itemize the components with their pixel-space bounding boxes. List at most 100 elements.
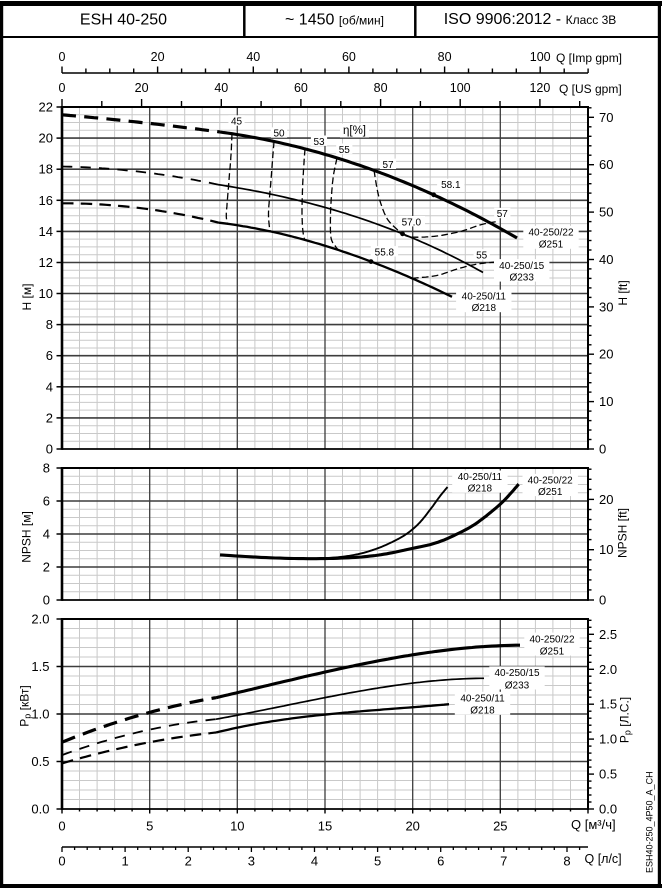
svg-text:60: 60 <box>342 50 356 64</box>
svg-text:22: 22 <box>39 100 53 115</box>
svg-text:40: 40 <box>599 252 613 267</box>
svg-text:10: 10 <box>599 394 613 409</box>
svg-text:16: 16 <box>39 193 53 208</box>
svg-text:Ø251: Ø251 <box>539 240 564 251</box>
svg-text:Pp [кВт]: Pp [кВт] <box>18 685 33 726</box>
svg-text:1.0: 1.0 <box>599 732 617 747</box>
svg-text:20: 20 <box>599 347 613 362</box>
svg-text:0: 0 <box>59 50 66 64</box>
svg-text:~ 1450 [об/мин]: ~ 1450 [об/мин] <box>285 12 384 29</box>
svg-text:57: 57 <box>497 209 509 220</box>
svg-text:20: 20 <box>151 50 165 64</box>
svg-text:8: 8 <box>43 461 50 476</box>
svg-text:0.0: 0.0 <box>599 802 617 817</box>
svg-text:6: 6 <box>437 854 444 869</box>
svg-text:2: 2 <box>185 854 192 869</box>
svg-text:12: 12 <box>39 255 53 270</box>
svg-text:6: 6 <box>46 348 53 363</box>
svg-text:4: 4 <box>311 854 318 869</box>
svg-text:15: 15 <box>318 819 332 834</box>
svg-text:40-250/11: 40-250/11 <box>458 472 503 483</box>
svg-text:4: 4 <box>43 527 50 542</box>
svg-text:ESH40-250_4P50_A_CH: ESH40-250_4P50_A_CH <box>645 771 655 873</box>
svg-text:1.5: 1.5 <box>31 659 49 674</box>
svg-text:20: 20 <box>405 819 419 834</box>
svg-text:40-250/22: 40-250/22 <box>529 634 574 645</box>
svg-text:0: 0 <box>46 442 53 457</box>
svg-text:Q [м³/ч]: Q [м³/ч] <box>571 817 616 832</box>
svg-text:7: 7 <box>500 854 507 869</box>
svg-text:55: 55 <box>476 251 488 262</box>
svg-text:0.5: 0.5 <box>31 754 49 769</box>
svg-text:2: 2 <box>43 560 50 575</box>
svg-text:NPSH [ft]: NPSH [ft] <box>615 508 629 558</box>
svg-text:40-250/11: 40-250/11 <box>462 291 507 302</box>
svg-text:0: 0 <box>58 854 65 869</box>
svg-text:80: 80 <box>438 50 452 64</box>
svg-text:40: 40 <box>214 81 228 95</box>
svg-text:10: 10 <box>599 542 613 557</box>
svg-text:50: 50 <box>273 129 285 140</box>
svg-text:1.0: 1.0 <box>31 707 49 722</box>
svg-text:8: 8 <box>46 317 53 332</box>
svg-text:60: 60 <box>599 157 613 172</box>
svg-text:45: 45 <box>231 117 243 128</box>
svg-text:4: 4 <box>46 379 53 394</box>
svg-text:H [ft]: H [ft] <box>616 280 630 305</box>
svg-text:0: 0 <box>58 819 65 834</box>
svg-text:Pp [Л.С.]: Pp [Л.С.] <box>618 697 633 743</box>
svg-text:1: 1 <box>121 854 128 869</box>
svg-text:55.8: 55.8 <box>375 248 395 259</box>
svg-text:40-250/11: 40-250/11 <box>460 694 505 705</box>
svg-text:10: 10 <box>230 819 244 834</box>
svg-text:0: 0 <box>59 81 66 95</box>
svg-text:40: 40 <box>246 50 260 64</box>
svg-text:55: 55 <box>339 145 351 156</box>
svg-text:Ø218: Ø218 <box>472 303 497 314</box>
svg-text:60: 60 <box>294 81 308 95</box>
svg-text:NPSH [м]: NPSH [м] <box>19 511 33 563</box>
svg-text:20: 20 <box>599 492 613 507</box>
svg-text:58.1: 58.1 <box>441 180 461 191</box>
svg-text:18: 18 <box>39 162 53 177</box>
svg-text:Ø233: Ø233 <box>505 680 530 691</box>
svg-text:ESH 40-250: ESH 40-250 <box>80 12 167 29</box>
svg-text:50: 50 <box>599 205 613 220</box>
svg-text:2.5: 2.5 <box>599 627 617 642</box>
svg-text:25: 25 <box>493 819 507 834</box>
svg-text:40-250/22: 40-250/22 <box>528 228 573 239</box>
svg-text:Ø218: Ø218 <box>468 484 493 495</box>
svg-text:40-250/15: 40-250/15 <box>499 261 544 272</box>
svg-text:70: 70 <box>599 110 613 125</box>
svg-text:2.0: 2.0 <box>31 612 49 627</box>
svg-text:20: 20 <box>39 131 53 146</box>
svg-text:η[%]: η[%] <box>343 125 366 137</box>
svg-text:53: 53 <box>313 137 325 148</box>
svg-text:8: 8 <box>563 854 570 869</box>
svg-text:40-250/15: 40-250/15 <box>494 668 539 679</box>
svg-text:0: 0 <box>599 442 606 457</box>
svg-text:14: 14 <box>39 224 53 239</box>
svg-text:40-250/22: 40-250/22 <box>528 476 573 487</box>
svg-text:ISO 9906:2012 - Класс 3В: ISO 9906:2012 - Класс 3В <box>444 11 617 28</box>
svg-text:57.0: 57.0 <box>402 217 422 228</box>
svg-text:Ø251: Ø251 <box>538 487 563 498</box>
svg-text:0.5: 0.5 <box>599 767 617 782</box>
svg-text:0.0: 0.0 <box>31 802 49 817</box>
svg-text:Q [л/с]: Q [л/с] <box>585 852 622 866</box>
svg-text:20: 20 <box>135 81 149 95</box>
svg-text:57: 57 <box>382 160 394 171</box>
svg-text:Ø233: Ø233 <box>509 272 534 283</box>
svg-text:6: 6 <box>43 494 50 509</box>
svg-text:Ø251: Ø251 <box>540 646 565 657</box>
svg-text:5: 5 <box>146 819 153 834</box>
svg-text:30: 30 <box>599 299 613 314</box>
svg-text:3: 3 <box>248 854 255 869</box>
svg-text:10: 10 <box>39 286 53 301</box>
svg-text:120: 120 <box>529 81 550 95</box>
svg-text:H [м]: H [м] <box>20 284 34 311</box>
svg-text:2: 2 <box>46 410 53 425</box>
svg-text:0: 0 <box>599 593 606 608</box>
svg-text:5: 5 <box>374 854 381 869</box>
svg-text:100: 100 <box>450 81 471 95</box>
